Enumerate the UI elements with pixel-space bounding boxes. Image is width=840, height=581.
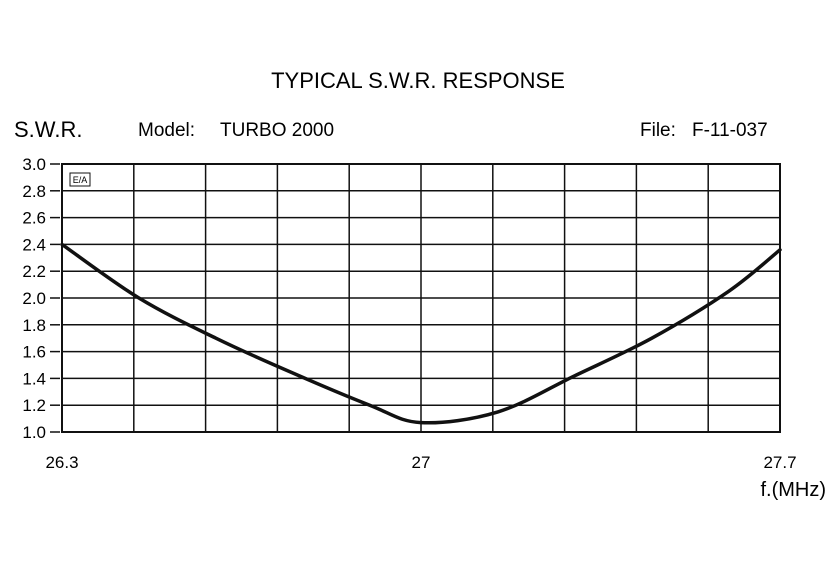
y-axis-label: S.W.R. (14, 117, 82, 142)
y-tick-label: 1.6 (22, 343, 46, 362)
x-tick-label: 27.7 (763, 453, 796, 472)
y-tick-label: 1.4 (22, 369, 46, 388)
model-value: TURBO 2000 (220, 120, 334, 141)
swr-curve (60, 242, 782, 425)
y-tick-label: 2.8 (22, 182, 46, 201)
x-tick-label: 27 (412, 453, 431, 472)
x-tick-label: 26.3 (45, 453, 78, 472)
chart-title: TYPICAL S.W.R. RESPONSE (271, 68, 565, 93)
y-tick-label: 2.2 (22, 262, 46, 281)
y-tick-label: 2.4 (22, 235, 46, 254)
y-tick-label: 2.6 (22, 209, 46, 228)
y-tick-label: 1.0 (22, 423, 46, 442)
grid-lines (62, 164, 780, 432)
file-label: File: (640, 120, 676, 141)
corner-mark: E/A (69, 172, 91, 187)
x-axis-label: f.(MHz) (760, 479, 826, 501)
x-tick-labels: 26.3 27 27.7 (45, 453, 796, 472)
plot-frame (61, 163, 781, 433)
file-value: F-11-037 (692, 120, 768, 141)
svg-text:E/A: E/A (73, 175, 88, 185)
y-tick-label: 1.2 (22, 396, 46, 415)
y-tick-label: 2.0 (22, 289, 46, 308)
y-tick-labels: 1.0 1.2 1.4 1.6 1.8 2.0 2.2 2.4 2.6 2.8 3.0 (22, 155, 60, 442)
y-tick-label: 1.8 (22, 316, 46, 335)
y-tick-label: 3.0 (22, 155, 46, 174)
model-label: Model: (138, 120, 195, 141)
